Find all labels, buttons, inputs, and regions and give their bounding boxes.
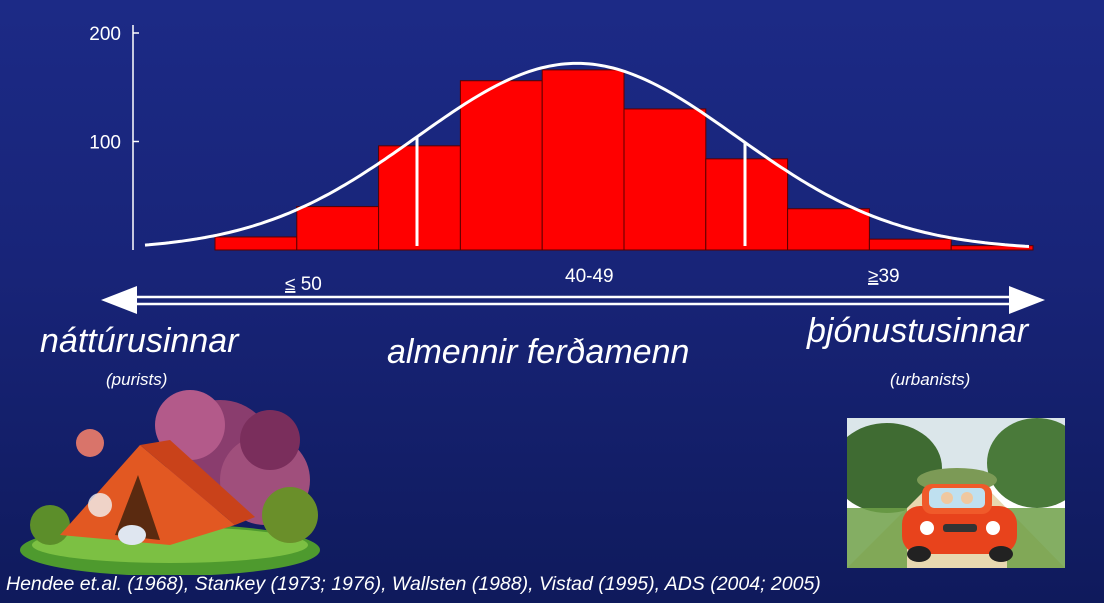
center-title: almennir ferðamenn [387, 333, 690, 371]
histogram-bar [705, 158, 789, 251]
y-tick-label: 100 [89, 133, 121, 154]
histogram-chart: 100 200 ≤ 50 40-49 ≥39 [89, 24, 1045, 314]
left-title: náttúrusinnar [40, 322, 239, 360]
histogram-bar [459, 80, 543, 251]
normal-curve [144, 61, 1030, 248]
right-title: þjónustusinnar [807, 312, 1029, 350]
histogram-bar [296, 206, 380, 251]
group-label: ≥39 [868, 266, 900, 287]
arrow-head-right [1009, 286, 1045, 314]
histogram-bar [378, 145, 461, 251]
group-label: ≤ 50 [285, 274, 322, 295]
tent-camping-illustration [20, 390, 320, 575]
histogram-bar [950, 245, 1034, 251]
right-subtitle: (urbanists) [890, 370, 971, 389]
arrow-head-left [101, 286, 137, 314]
citation-text: Hendee et.al. (1968), Stankey (1973; 197… [6, 573, 821, 595]
histogram-bar [541, 69, 625, 251]
histogram-bar [787, 208, 870, 251]
histogram-bar [214, 236, 298, 251]
y-tick-label: 200 [89, 24, 121, 45]
histogram-bar [868, 238, 952, 251]
group-label: 40-49 [565, 266, 614, 287]
car-driving-illustration [847, 418, 1065, 568]
histogram-bar [623, 108, 707, 251]
left-subtitle: (purists) [106, 370, 168, 389]
